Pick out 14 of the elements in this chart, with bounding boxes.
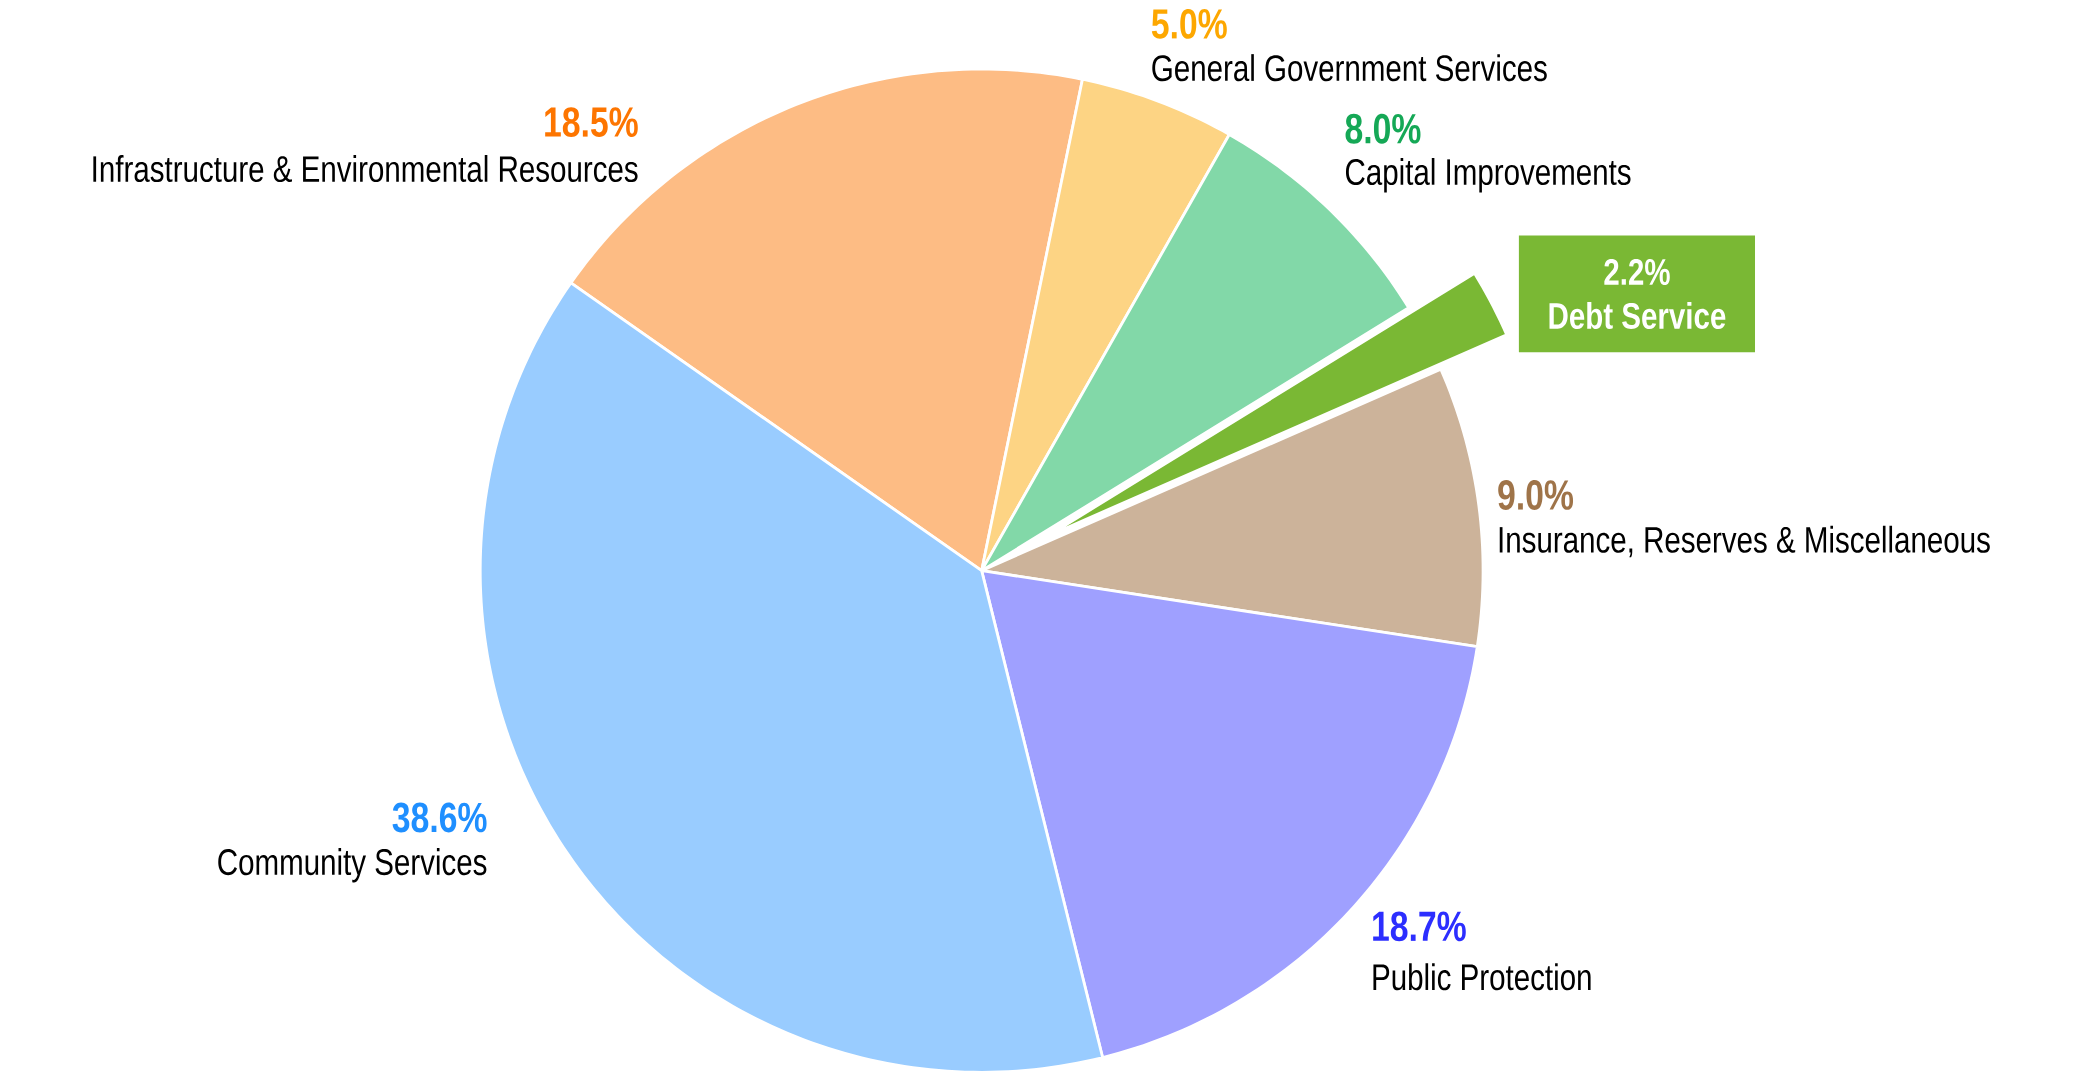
data-label: 8.0% xyxy=(1345,113,1421,144)
slice-label: Capital Improvements xyxy=(1345,158,1631,193)
slice-label: General Government Services xyxy=(1152,54,1547,82)
slice-label: Public Protection xyxy=(1373,963,1591,991)
data-label: 18.7% xyxy=(1373,911,1466,942)
data-label: 38.6% xyxy=(392,802,487,833)
data-label: 9.0% xyxy=(1498,480,1574,511)
slice-label: Insurance, Reserves & Miscellaneous xyxy=(1499,525,1990,558)
slice-label: Infrastructure & Environmental Resources xyxy=(93,155,638,183)
data-label: 5.0% xyxy=(1151,9,1227,39)
slice-label: Debt Service xyxy=(1549,302,1726,330)
data-label: 2.2% xyxy=(1604,259,1670,286)
slice-label: Community Services xyxy=(218,848,487,883)
data-label: 18.5% xyxy=(545,107,638,138)
